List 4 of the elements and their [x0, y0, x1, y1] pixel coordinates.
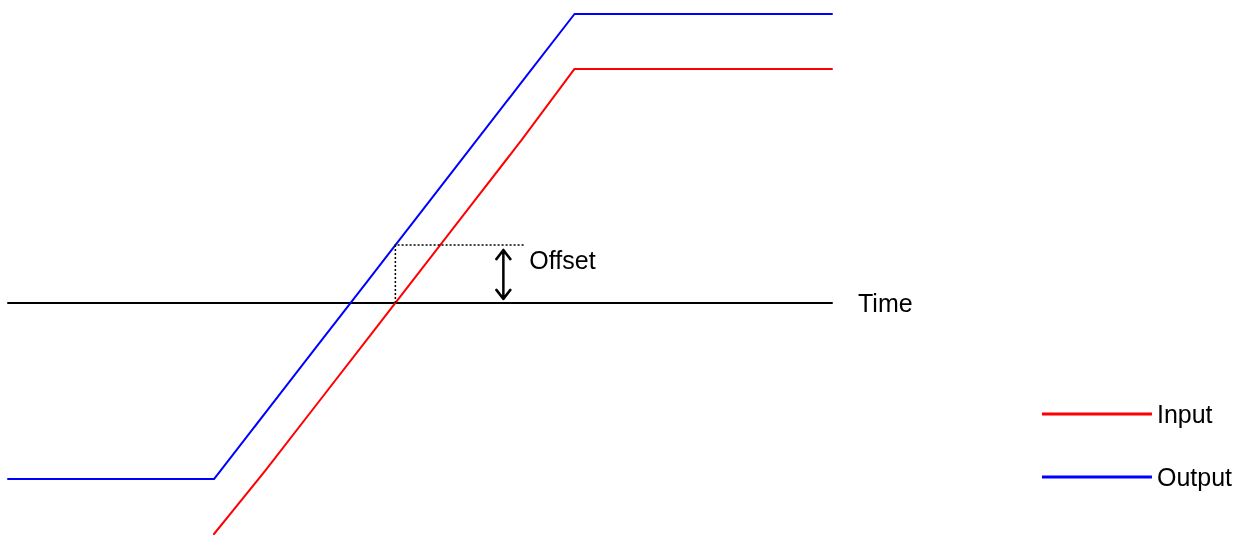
annotation: Offset [529, 246, 596, 275]
legend-label: Output [1156, 463, 1233, 491]
legend-label: Input [1156, 400, 1213, 428]
x-axis-title: Time [858, 288, 913, 317]
